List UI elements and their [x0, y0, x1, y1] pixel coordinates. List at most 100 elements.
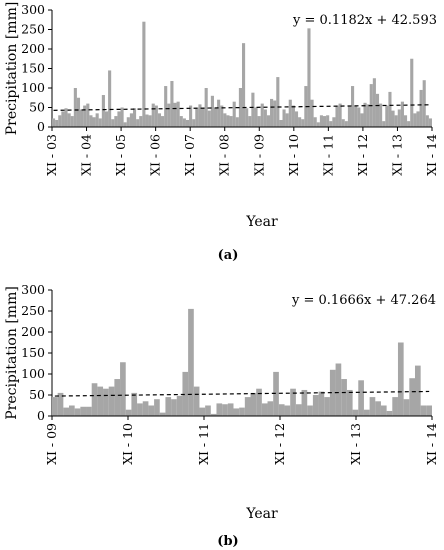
bar — [164, 86, 168, 127]
bar — [386, 410, 393, 416]
y-axis-title: Precipitation [mm] — [4, 286, 20, 420]
x-tick-label: XI - 03 — [44, 134, 59, 176]
bar — [276, 77, 280, 127]
bar — [273, 371, 279, 416]
bar — [92, 117, 96, 127]
bar — [291, 105, 295, 127]
bar — [83, 105, 87, 127]
bar — [354, 105, 358, 127]
bar — [270, 98, 274, 127]
bar — [357, 107, 361, 127]
bar — [142, 21, 146, 128]
bar — [210, 95, 214, 127]
bar — [165, 397, 172, 416]
bar — [120, 107, 124, 127]
bar — [263, 109, 267, 127]
x-tick-label: XI - 13 — [348, 423, 363, 465]
bar — [344, 121, 348, 127]
bar — [64, 108, 68, 127]
bar — [57, 392, 64, 416]
x-axis-title: Year — [245, 506, 278, 522]
bar — [251, 92, 255, 127]
bar — [285, 113, 289, 127]
bar — [233, 408, 240, 416]
bar — [139, 116, 143, 127]
bar — [129, 113, 133, 127]
bar — [235, 117, 239, 127]
bar — [182, 371, 189, 416]
bar — [414, 365, 421, 416]
bar — [307, 28, 311, 127]
bar — [123, 122, 127, 127]
bar — [161, 116, 165, 127]
y-tick-label: 150 — [21, 61, 45, 76]
bar — [95, 113, 99, 127]
x-tick-label: XI - 14 — [424, 423, 439, 465]
x-tick-label: XI - 13 — [389, 134, 404, 176]
x-tick-label: XI - 14 — [424, 134, 439, 176]
bar — [403, 399, 410, 416]
chart-a: 0 50 100 150 200 250 300 XI - 03 XI - 04 XI - 05 X… — [4, 2, 439, 230]
bar — [199, 407, 206, 416]
bar — [375, 401, 381, 416]
bar — [226, 115, 230, 127]
trend-line — [54, 390, 430, 397]
bar — [352, 409, 359, 416]
y-tick-label: 300 — [21, 282, 45, 297]
bar — [426, 405, 432, 416]
bar — [55, 119, 59, 127]
y-tick-label: 50 — [29, 387, 45, 402]
bar — [69, 405, 75, 416]
bar — [131, 392, 138, 416]
bar — [298, 117, 302, 127]
bar — [380, 405, 387, 416]
bar — [420, 405, 427, 416]
bar — [422, 80, 426, 127]
bar — [394, 115, 398, 127]
x-tick-label: XI - 09 — [251, 134, 266, 176]
bar — [242, 43, 246, 127]
y-tick-label: 250 — [21, 303, 45, 318]
bar — [76, 97, 81, 127]
bar — [157, 113, 162, 127]
bar — [176, 101, 180, 127]
x-tick-label: XI - 04 — [79, 134, 94, 176]
bar — [185, 119, 190, 127]
bar — [273, 100, 277, 127]
x-axis-title: Year — [245, 214, 278, 230]
bar — [351, 86, 355, 127]
bar — [136, 119, 140, 127]
bar — [329, 369, 336, 416]
x-tick-label: XI - 09 — [44, 423, 59, 465]
bar — [97, 386, 104, 416]
bar — [294, 111, 299, 127]
bar — [301, 119, 305, 127]
bar — [89, 115, 93, 127]
bar — [207, 110, 211, 127]
bar — [260, 103, 264, 127]
bar — [86, 103, 90, 127]
bar — [63, 407, 70, 416]
bar — [213, 108, 218, 127]
x-tick-label: XI - 12 — [272, 423, 287, 465]
bar — [366, 104, 370, 127]
bar — [80, 406, 87, 416]
bar — [318, 391, 325, 416]
bar — [52, 397, 58, 416]
bar — [403, 115, 408, 127]
bar — [245, 108, 249, 127]
bar — [266, 115, 271, 127]
bar — [114, 116, 118, 127]
bar — [322, 116, 327, 127]
bar — [223, 113, 227, 127]
bar — [419, 89, 423, 127]
bar — [310, 99, 314, 127]
bar — [257, 116, 261, 127]
bar — [313, 117, 317, 127]
y-tick-label: 200 — [21, 41, 45, 56]
bar — [227, 403, 234, 416]
bar — [193, 386, 200, 416]
bar — [363, 102, 367, 127]
bar — [188, 308, 194, 416]
